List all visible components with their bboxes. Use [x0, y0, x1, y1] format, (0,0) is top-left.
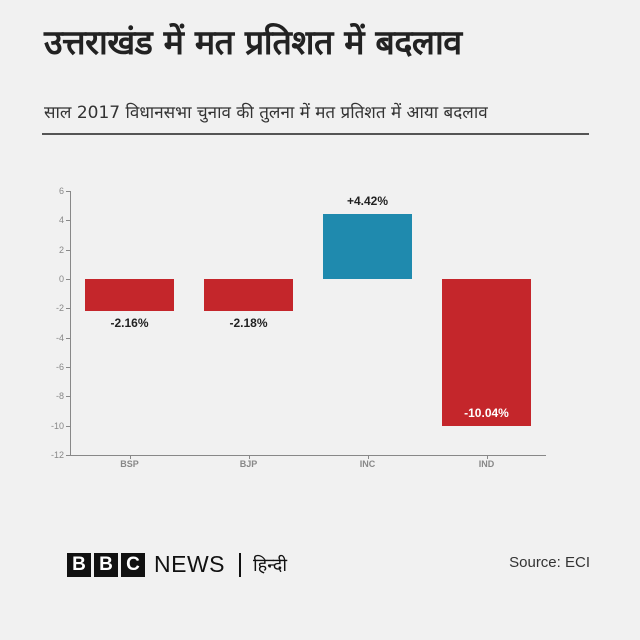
y-tick: [66, 308, 70, 310]
y-tick-label: -6: [55, 362, 64, 372]
bar-inc: [323, 214, 412, 279]
y-tick-label: 2: [58, 244, 64, 255]
y-tick-label: -8: [55, 391, 64, 402]
y-axis: [70, 191, 71, 456]
brand-news: NEWS: [154, 551, 225, 577]
page-title: उत्तराखंड में मत प्रतिशत में बदलाव: [44, 23, 462, 63]
x-tick: [367, 455, 369, 459]
y-tick: [66, 367, 70, 368]
y-tick: [66, 191, 70, 192]
y-tick-label: -4: [55, 332, 64, 343]
bar-value-label: +4.42%: [346, 194, 389, 209]
y-tick-label: 4: [58, 215, 64, 226]
y-tick: [66, 249, 70, 251]
y-tick: [66, 279, 70, 280]
y-tick-label: -10: [50, 420, 64, 431]
y-tick-label: -2: [55, 303, 64, 314]
title-divider: [42, 133, 589, 135]
y-tick: [66, 220, 70, 222]
bar-value-label: -10.04%: [464, 406, 509, 421]
x-tick-label: INC: [359, 459, 376, 469]
x-tick: [248, 455, 250, 459]
page-subtitle: साल 2017 विधानसभा चुनाव की तुलना में मत …: [44, 103, 488, 123]
y-tick: [66, 455, 70, 456]
x-tick-label: BJP: [239, 459, 258, 469]
bbc-logo-letter: B: [67, 552, 91, 577]
y-tick: [66, 396, 70, 398]
brand-language: हिन्दी: [253, 554, 288, 576]
x-tick-label: BSP: [120, 459, 139, 469]
source-credit: Source: ECI: [509, 554, 590, 571]
bar-bsp: [85, 279, 174, 311]
bbc-news-hindi-logo: B B C NEWS हिन्दी: [67, 551, 287, 578]
bar-value-label: -2.16%: [110, 315, 149, 330]
x-axis: [70, 455, 546, 456]
y-tick-label: 0: [58, 274, 64, 284]
x-tick-label: IND: [478, 459, 495, 469]
bar-value-label: -2.18%: [229, 315, 268, 330]
brand-separator: [239, 552, 241, 577]
bbc-logo-letter: B: [94, 552, 118, 577]
y-tick-label: -12: [50, 450, 64, 460]
bar-ind: [442, 279, 531, 427]
x-tick: [129, 455, 131, 459]
y-tick: [66, 425, 70, 427]
bbc-logo-letter: C: [121, 552, 145, 577]
bar-bjp: [204, 279, 293, 311]
y-tick-label: 6: [58, 186, 64, 196]
y-tick: [66, 337, 70, 339]
x-tick: [486, 455, 488, 459]
